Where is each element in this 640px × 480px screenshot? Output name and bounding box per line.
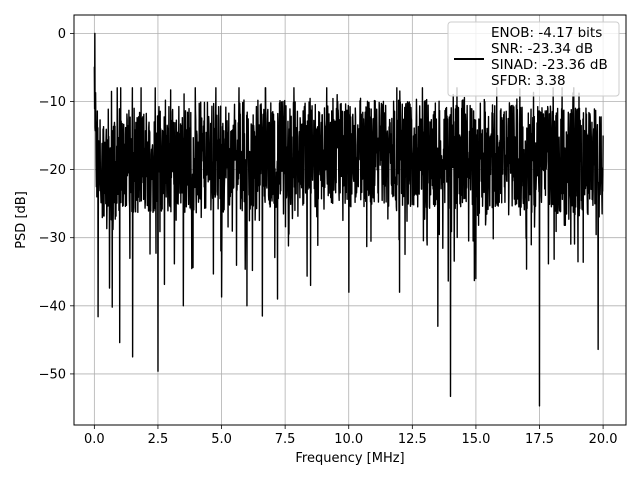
plot-frame xyxy=(73,14,627,426)
x-tick-label: 17.5 xyxy=(525,432,554,447)
legend-entry-enob: ENOB: -4.17 bits xyxy=(491,25,602,41)
x-axis-label: Frequency [MHz] xyxy=(295,451,404,466)
x-tick-label: 2.5 xyxy=(148,432,169,447)
legend: ENOB: -4.17 bits SNR: -23.34 dB SINAD: -… xyxy=(447,21,620,97)
x-tick-label: 0.0 xyxy=(84,432,105,447)
legend-entry-sinad: SINAD: -23.36 dB xyxy=(491,57,608,73)
y-tick-label: −20 xyxy=(39,163,66,178)
x-tick-label: 20.0 xyxy=(589,432,618,447)
x-tick-label: 10.0 xyxy=(334,432,363,447)
x-tick-label: 15.0 xyxy=(461,432,490,447)
x-tick-label: 7.5 xyxy=(275,432,296,447)
y-tick-label: −40 xyxy=(39,299,66,314)
y-axis-label: PSD [dB] xyxy=(14,191,29,249)
psd-trace xyxy=(93,32,604,407)
y-tick-label: −10 xyxy=(39,95,66,110)
x-tick-label: 12.5 xyxy=(398,432,427,447)
psd-line xyxy=(93,32,604,407)
x-tick-label: 5.0 xyxy=(211,432,232,447)
legend-entry-sfdr: SFDR: 3.38 xyxy=(491,73,566,89)
legend-box xyxy=(447,21,620,97)
y-tick-label: 0 xyxy=(58,27,66,42)
y-tick-label: −30 xyxy=(39,231,66,246)
y-tick-label: −50 xyxy=(39,367,66,382)
legend-entry-snr: SNR: -23.34 dB xyxy=(491,41,593,57)
y-ticks: 0 −10 −20 −30 −40 −50 xyxy=(39,27,74,382)
x-ticks: 0.0 2.5 5.0 7.5 10.0 12.5 15.0 17.5 20.0 xyxy=(84,425,618,447)
